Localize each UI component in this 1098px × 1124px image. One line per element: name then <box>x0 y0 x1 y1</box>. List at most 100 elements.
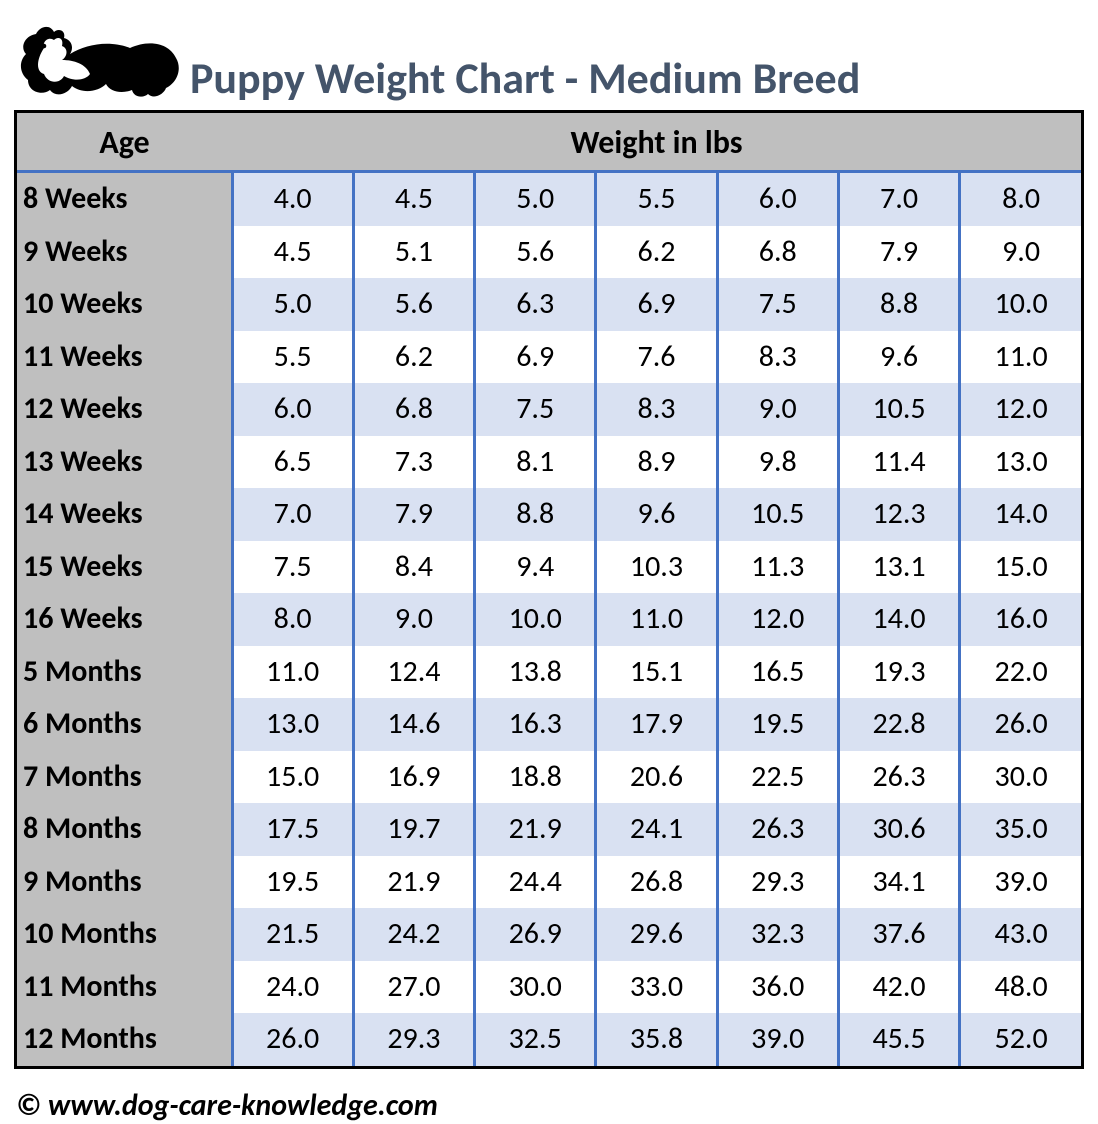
weight-cell: 9.0 <box>353 593 474 646</box>
age-cell: 11 Weeks <box>17 331 232 384</box>
weight-cell: 21.5 <box>232 908 353 961</box>
weight-cell: 22.0 <box>960 646 1081 699</box>
weight-cell: 7.3 <box>353 436 474 489</box>
weight-cell: 15.0 <box>960 541 1081 594</box>
weight-cell: 26.0 <box>232 1013 353 1066</box>
weight-cell: 24.4 <box>475 856 596 909</box>
weight-cell: 43.0 <box>960 908 1081 961</box>
table-row: 12 Weeks6.06.87.58.39.010.512.0 <box>17 383 1081 436</box>
age-cell: 9 Months <box>17 856 232 909</box>
weight-cell: 9.6 <box>596 488 717 541</box>
age-cell: 8 Months <box>17 803 232 856</box>
weight-cell: 9.8 <box>717 436 838 489</box>
weight-cell: 26.0 <box>960 698 1081 751</box>
table-body: 8 Weeks4.04.55.05.56.07.08.09 Weeks4.55.… <box>17 172 1081 1066</box>
weight-cell: 7.0 <box>838 172 959 226</box>
weight-cell: 7.5 <box>717 278 838 331</box>
table-row: 5 Months11.012.413.815.116.519.322.0 <box>17 646 1081 699</box>
age-cell: 11 Months <box>17 961 232 1014</box>
weight-cell: 26.3 <box>717 803 838 856</box>
weight-cell: 7.0 <box>232 488 353 541</box>
weight-cell: 39.0 <box>960 856 1081 909</box>
table-row: 14 Weeks7.07.98.89.610.512.314.0 <box>17 488 1081 541</box>
weight-cell: 7.9 <box>353 488 474 541</box>
table-row: 9 Weeks4.55.15.66.26.87.99.0 <box>17 226 1081 279</box>
weight-cell: 5.5 <box>232 331 353 384</box>
weight-cell: 6.0 <box>717 172 838 226</box>
weight-cell: 26.9 <box>475 908 596 961</box>
weight-cell: 48.0 <box>960 961 1081 1014</box>
weight-cell: 6.0 <box>232 383 353 436</box>
weight-cell: 17.9 <box>596 698 717 751</box>
weight-cell: 24.1 <box>596 803 717 856</box>
age-cell: 6 Months <box>17 698 232 751</box>
age-cell: 12 Months <box>17 1013 232 1066</box>
weight-cell: 39.0 <box>717 1013 838 1066</box>
table-row: 8 Weeks4.04.55.05.56.07.08.0 <box>17 172 1081 226</box>
weight-cell: 10.0 <box>960 278 1081 331</box>
weight-cell: 4.0 <box>232 172 353 226</box>
weight-cell: 13.1 <box>838 541 959 594</box>
weight-cell: 8.0 <box>960 172 1081 226</box>
weight-cell: 13.0 <box>232 698 353 751</box>
weight-cell: 52.0 <box>960 1013 1081 1066</box>
weight-cell: 16.5 <box>717 646 838 699</box>
weight-cell: 22.8 <box>838 698 959 751</box>
weight-cell: 7.6 <box>596 331 717 384</box>
table-row: 11 Weeks5.56.26.97.68.39.611.0 <box>17 331 1081 384</box>
weight-cell: 24.0 <box>232 961 353 1014</box>
weight-cell: 5.6 <box>475 226 596 279</box>
age-cell: 7 Months <box>17 751 232 804</box>
header-weight: Weight in lbs <box>232 113 1081 172</box>
weight-cell: 35.0 <box>960 803 1081 856</box>
weight-cell: 6.8 <box>353 383 474 436</box>
weight-cell: 12.3 <box>838 488 959 541</box>
weight-cell: 12.0 <box>717 593 838 646</box>
weight-cell: 11.0 <box>232 646 353 699</box>
weight-cell: 10.5 <box>717 488 838 541</box>
table-header-row: Age Weight in lbs <box>17 113 1081 172</box>
weight-cell: 8.4 <box>353 541 474 594</box>
age-cell: 10 Months <box>17 908 232 961</box>
table-row: 10 Months21.524.226.929.632.337.643.0 <box>17 908 1081 961</box>
table-row: 12 Months26.029.332.535.839.045.552.0 <box>17 1013 1081 1066</box>
weight-cell: 29.6 <box>596 908 717 961</box>
chart-title: Puppy Weight Chart - Medium Breed <box>190 56 860 104</box>
weight-cell: 27.0 <box>353 961 474 1014</box>
weight-cell: 16.3 <box>475 698 596 751</box>
title-row: Puppy Weight Chart - Medium Breed <box>14 18 1084 104</box>
weight-cell: 29.3 <box>353 1013 474 1066</box>
age-cell: 5 Months <box>17 646 232 699</box>
weight-cell: 16.0 <box>960 593 1081 646</box>
weight-cell: 34.1 <box>838 856 959 909</box>
weight-cell: 14.0 <box>838 593 959 646</box>
weight-cell: 19.7 <box>353 803 474 856</box>
weight-cell: 20.6 <box>596 751 717 804</box>
weight-cell: 6.9 <box>475 331 596 384</box>
weight-cell: 11.0 <box>596 593 717 646</box>
table-row: 9 Months19.521.924.426.829.334.139.0 <box>17 856 1081 909</box>
weight-cell: 26.8 <box>596 856 717 909</box>
weight-cell: 7.5 <box>475 383 596 436</box>
weight-cell: 9.0 <box>717 383 838 436</box>
weight-cell: 19.5 <box>232 856 353 909</box>
weight-cell: 13.8 <box>475 646 596 699</box>
age-cell: 14 Weeks <box>17 488 232 541</box>
table-row: 15 Weeks7.58.49.410.311.313.115.0 <box>17 541 1081 594</box>
weight-cell: 6.9 <box>596 278 717 331</box>
table-row: 13 Weeks6.57.38.18.99.811.413.0 <box>17 436 1081 489</box>
weight-cell: 8.1 <box>475 436 596 489</box>
weight-cell: 11.4 <box>838 436 959 489</box>
weight-cell: 5.0 <box>232 278 353 331</box>
weight-cell: 4.5 <box>353 172 474 226</box>
table-row: 7 Months15.016.918.820.622.526.330.0 <box>17 751 1081 804</box>
weight-cell: 45.5 <box>838 1013 959 1066</box>
weight-cell: 36.0 <box>717 961 838 1014</box>
weight-cell: 29.3 <box>717 856 838 909</box>
weight-cell: 14.6 <box>353 698 474 751</box>
table-row: 10 Weeks5.05.66.36.97.58.810.0 <box>17 278 1081 331</box>
table-row: 6 Months13.014.616.317.919.522.826.0 <box>17 698 1081 751</box>
weight-cell: 8.3 <box>717 331 838 384</box>
weight-cell: 30.6 <box>838 803 959 856</box>
weight-cell: 6.8 <box>717 226 838 279</box>
